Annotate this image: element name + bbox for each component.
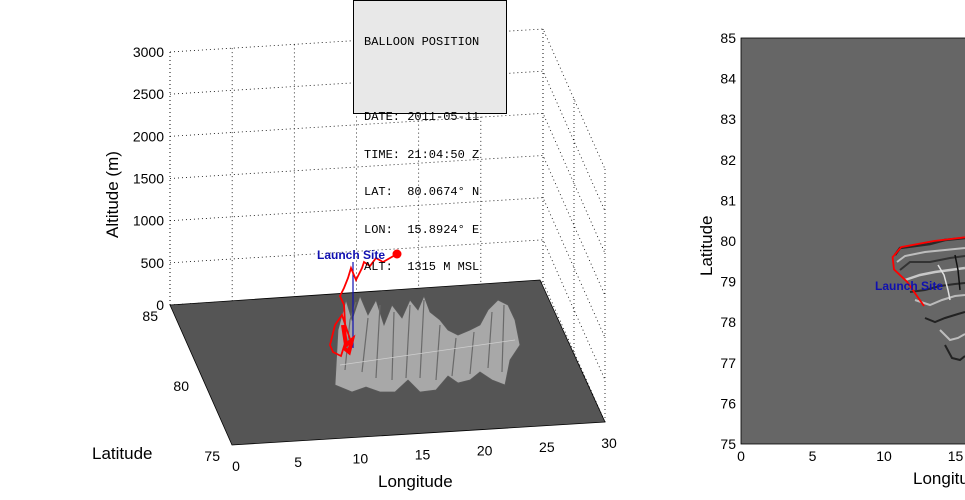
latitude-tick-label-map: 79: [720, 274, 736, 290]
longitude-axis-label-map: Longitude: [913, 469, 965, 488]
longitude-tick-label-3d: 30: [601, 435, 617, 451]
altitude-tick-label: 3000: [133, 44, 164, 60]
longitude-axis-label-3d: Longitude: [378, 472, 453, 491]
balloon-map-chart: Launch Site 75 76 77 78 79 80 81 82 83 84 85 0 5 10 15…: [697, 30, 965, 488]
longitude-tick-label-map: 0: [737, 448, 745, 464]
altitude-tick-label: 1000: [133, 213, 164, 229]
balloon-track-3d: [329, 253, 398, 358]
info-alt: ALT: 1315 M MSL: [364, 260, 480, 274]
info-time: TIME: 21:04:50 Z: [364, 147, 480, 162]
latitude-axis-label-3d: Latitude: [92, 444, 153, 463]
longitude-tick-label-3d: 0: [232, 458, 240, 474]
altitude-tick-label: 2000: [133, 128, 164, 144]
longitude-tick-label-map: 10: [876, 448, 892, 464]
latitude-tick-label-map: 77: [720, 355, 736, 371]
ticks-3d: 0 500 1000 1500 2000 2500 3000 0 5 10 15 20 25 30 75 80…: [133, 44, 617, 474]
info-date: DATE: 2011-05-11: [364, 110, 480, 124]
balloon-track-3d-burst: [341, 324, 356, 356]
ticks-map: 75 76 77 78 79 80 81 82 83 84 85 0 5 10 15: [720, 30, 963, 464]
info-title: BALLOON POSITION: [364, 35, 480, 49]
info-lat: LAT: 80.0674° N: [364, 185, 480, 199]
launch-site-label-3d: Launch Site: [317, 248, 385, 262]
longitude-tick-label-map: 15: [948, 448, 964, 464]
longitude-tick-label-3d: 15: [415, 447, 431, 463]
latitude-tick-label-3d: 80: [173, 378, 189, 394]
grid-line-alt: [169, 239, 606, 380]
latitude-tick-label-3d: 85: [142, 308, 158, 324]
latitude-tick-label-map: 84: [720, 71, 736, 87]
latitude-tick-label-map: 82: [720, 152, 736, 168]
latitude-tick-label-map: 80: [720, 233, 736, 249]
map-terrain-contours: [893, 236, 965, 362]
latitude-tick-label-map: 75: [720, 436, 736, 452]
latitude-tick-label-map: 83: [720, 111, 736, 127]
altitude-tick-label: 1500: [133, 171, 164, 187]
info-box: BALLOON POSITION DATE: 2011-05-11 TIME: …: [353, 0, 507, 273]
grid-line-alt: [169, 155, 606, 296]
longitude-tick-label-3d: 25: [539, 439, 555, 455]
balloon-track-map: [891, 236, 965, 307]
longitude-tick-label-3d: 10: [353, 450, 369, 466]
latitude-axis-label-map: Latitude: [697, 216, 716, 277]
balloon-current-position: [392, 249, 402, 259]
terrain-surface: [334, 294, 521, 393]
longitude-tick-label-3d: 5: [294, 454, 302, 470]
altitude-tick-label: 0: [156, 297, 164, 313]
grid-line-alt: [169, 28, 606, 170]
latitude-tick-label-map: 85: [720, 30, 736, 46]
info-spacer: [364, 74, 506, 87]
grid-line-alt: [169, 70, 606, 212]
launch-site-label-map: Launch Site: [875, 279, 943, 293]
altitude-tick-label: 500: [141, 255, 165, 271]
latitude-tick-label-3d: 75: [204, 448, 220, 464]
latitude-tick-label-map: 76: [720, 395, 736, 411]
balloon-3d-chart: Launch Site 0 500 1000 1500 2000 2500 3000 0 5 10…: [92, 28, 617, 491]
latitude-tick-label-map: 78: [720, 314, 736, 330]
map-axes-area: [740, 37, 965, 445]
altitude-tick-label: 2500: [133, 86, 164, 102]
info-lon: LON: 15.8924° E: [364, 222, 480, 237]
latitude-tick-label-map: 81: [720, 192, 736, 208]
longitude-tick-label-map: 5: [809, 448, 817, 464]
altitude-axis-label: Altitude (m): [103, 151, 122, 238]
longitude-tick-label-3d: 20: [477, 443, 493, 459]
